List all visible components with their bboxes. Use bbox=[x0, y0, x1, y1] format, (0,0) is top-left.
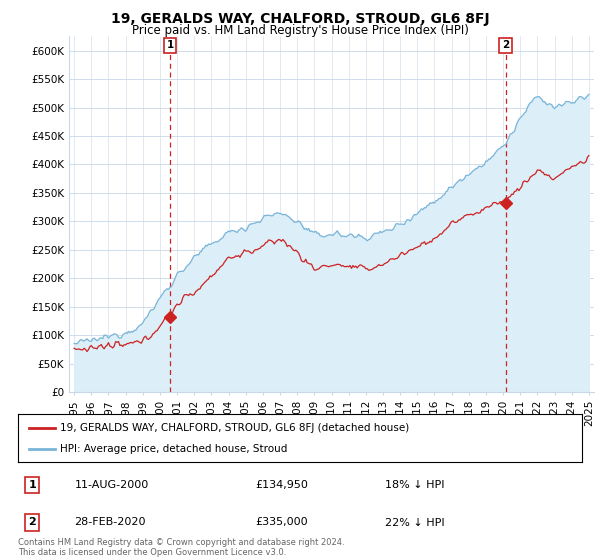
Text: Contains HM Land Registry data © Crown copyright and database right 2024.
This d: Contains HM Land Registry data © Crown c… bbox=[18, 538, 344, 557]
Text: 2: 2 bbox=[502, 40, 509, 50]
Text: £335,000: £335,000 bbox=[255, 517, 308, 528]
Text: 19, GERALDS WAY, CHALFORD, STROUD, GL6 8FJ: 19, GERALDS WAY, CHALFORD, STROUD, GL6 8… bbox=[110, 12, 490, 26]
Text: 1: 1 bbox=[28, 480, 36, 490]
Text: 19, GERALDS WAY, CHALFORD, STROUD, GL6 8FJ (detached house): 19, GERALDS WAY, CHALFORD, STROUD, GL6 8… bbox=[60, 423, 410, 433]
Text: 2: 2 bbox=[28, 517, 36, 528]
Text: 28-FEB-2020: 28-FEB-2020 bbox=[74, 517, 146, 528]
Text: 18% ↓ HPI: 18% ↓ HPI bbox=[385, 480, 444, 490]
Text: 22% ↓ HPI: 22% ↓ HPI bbox=[385, 517, 444, 528]
Text: £134,950: £134,950 bbox=[255, 480, 308, 490]
Text: 1: 1 bbox=[167, 40, 174, 50]
Text: 11-AUG-2000: 11-AUG-2000 bbox=[74, 480, 149, 490]
Text: Price paid vs. HM Land Registry's House Price Index (HPI): Price paid vs. HM Land Registry's House … bbox=[131, 24, 469, 36]
Text: HPI: Average price, detached house, Stroud: HPI: Average price, detached house, Stro… bbox=[60, 444, 287, 454]
